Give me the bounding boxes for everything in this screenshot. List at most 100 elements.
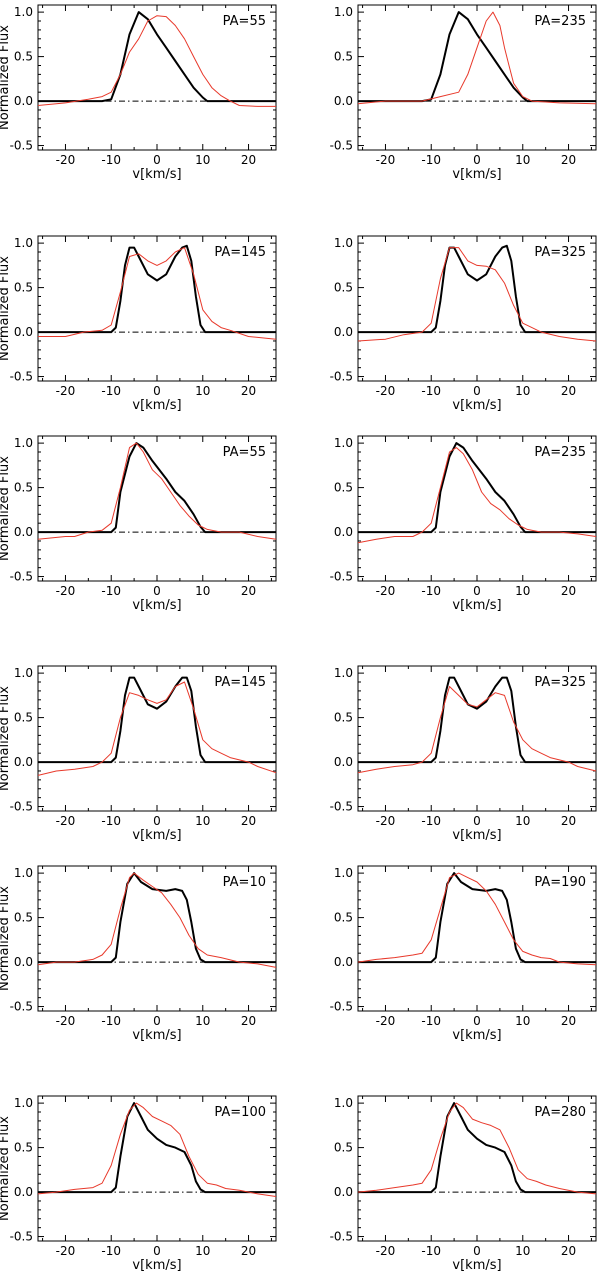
panel-9-xtick-label: -10 bbox=[101, 1014, 121, 1028]
panel-8-model-line bbox=[358, 676, 596, 764]
panel-7-pa-label: PA=145 bbox=[214, 675, 266, 690]
panel-4-xtick-label: 10 bbox=[515, 384, 530, 398]
panel-2-observed-line bbox=[357, 11, 597, 105]
panel-1-model-line bbox=[38, 11, 276, 103]
panel-11-xlabel: v[km/s] bbox=[132, 1258, 181, 1273]
panel-8-xtick-label: -20 bbox=[376, 814, 396, 828]
panel-6-ytick-label: 1.0 bbox=[334, 436, 353, 450]
panel-12-ytick-label: -0.5 bbox=[330, 1230, 353, 1244]
panel-1-pa-label: PA=55 bbox=[223, 14, 266, 29]
panel-1-ylabel: Normalized Flux bbox=[0, 25, 12, 130]
panel-6-xtick-label: 0 bbox=[473, 584, 481, 598]
panel-11-ytick-label: 0.5 bbox=[14, 1141, 33, 1155]
panel-12-model-line bbox=[358, 1102, 596, 1194]
panel-11-pa-label: PA=100 bbox=[214, 1105, 266, 1120]
panel-4-xtick-label: -20 bbox=[376, 384, 396, 398]
panel-2-xlabel: v[km/s] bbox=[452, 167, 501, 182]
panel-8-observed-line bbox=[357, 686, 597, 774]
panel-12-observed-line bbox=[357, 1102, 597, 1195]
panel-2-xtick-label: 20 bbox=[561, 153, 576, 167]
panel-5-pa-label: PA=55 bbox=[223, 445, 266, 460]
panel-5-ytick-label: 1.0 bbox=[14, 436, 33, 450]
panel-1-xlabel: v[km/s] bbox=[132, 167, 181, 182]
panel-10-observed-line bbox=[357, 872, 597, 966]
panel-11-ytick-label: 0.0 bbox=[14, 1185, 33, 1199]
panel-11-xtick-label: -20 bbox=[56, 1244, 76, 1258]
panel-7-observed-line bbox=[37, 681, 277, 776]
panel-8-ytick-label: 1.0 bbox=[334, 666, 353, 680]
panel-2-ytick-label: 0.5 bbox=[334, 50, 353, 64]
panel-11-ylabel: Normalized Flux bbox=[0, 1116, 12, 1221]
panel-11-xtick-label: 10 bbox=[195, 1244, 210, 1258]
panel-4-model-line bbox=[358, 244, 596, 334]
panel-10-xtick-label: 10 bbox=[515, 1014, 530, 1028]
panel-1-ytick-label: 0.0 bbox=[14, 94, 33, 108]
panel-2-ytick-label: 1.0 bbox=[334, 5, 353, 19]
panel-10-ytick-label: 1.0 bbox=[334, 866, 353, 880]
panel-5-model-line bbox=[38, 442, 276, 534]
panel-9-ytick-label: 0.5 bbox=[14, 911, 33, 925]
panel-7-xtick-label: 10 bbox=[195, 814, 210, 828]
panel-8-xtick-label: 0 bbox=[473, 814, 481, 828]
panel-5-observed-line bbox=[37, 442, 277, 540]
panel-6-ytick-label: 0.0 bbox=[334, 525, 353, 539]
panel-10-xlabel: v[km/s] bbox=[452, 1028, 501, 1043]
panel-11-xtick-label: -10 bbox=[101, 1244, 121, 1258]
panel-10-xtick-label: 0 bbox=[473, 1014, 481, 1028]
panel-9-observed-line bbox=[37, 872, 277, 968]
panel-7-xlabel: v[km/s] bbox=[132, 828, 181, 843]
panel-4-ytick-label: 0.5 bbox=[334, 281, 353, 295]
panel-7-xtick-label: -10 bbox=[101, 814, 121, 828]
panel-4-ytick-label: 0.0 bbox=[334, 325, 353, 339]
panel-4-ytick-label: 1.0 bbox=[334, 236, 353, 250]
panel-8-ytick-label: -0.5 bbox=[330, 800, 353, 814]
panel-11-xtick-label: 20 bbox=[241, 1244, 256, 1258]
panel-3-model-line bbox=[38, 244, 276, 334]
panel-9-pa-label: PA=10 bbox=[223, 875, 266, 890]
panel-11-observed-line bbox=[37, 1102, 277, 1197]
panel-12-ytick-label: 1.0 bbox=[334, 1096, 353, 1110]
panel-6-xtick-label: 20 bbox=[561, 584, 576, 598]
panel-3-xlabel: v[km/s] bbox=[132, 398, 181, 413]
panel-4-xtick-label: -10 bbox=[421, 384, 441, 398]
panel-10-pa-label: PA=190 bbox=[534, 875, 586, 890]
panel-7-ytick-label: 1.0 bbox=[14, 666, 33, 680]
panel-6-ytick-label: -0.5 bbox=[330, 570, 353, 584]
panel-6-model-line bbox=[358, 442, 596, 534]
panel-1-observed-line bbox=[37, 15, 276, 107]
panel-8-xtick-label: 10 bbox=[515, 814, 530, 828]
panel-12-ytick-label: 0.0 bbox=[334, 1185, 353, 1199]
panel-1-xtick-label: 10 bbox=[195, 153, 210, 167]
panel-2-ytick-label: 0.0 bbox=[334, 94, 353, 108]
panel-12-ytick-label: 0.5 bbox=[334, 1141, 353, 1155]
panel-4-xtick-label: 20 bbox=[561, 384, 576, 398]
panel-2-model-line bbox=[358, 11, 596, 103]
panel-9-xtick-label: -20 bbox=[56, 1014, 76, 1028]
panel-4-xtick-label: 0 bbox=[473, 384, 481, 398]
panel-3-ytick-label: -0.5 bbox=[10, 370, 33, 384]
panel-3-xtick-label: 20 bbox=[241, 384, 256, 398]
panel-1-xtick-label: -10 bbox=[101, 153, 121, 167]
panel-3-xtick-label: 0 bbox=[153, 384, 161, 398]
panel-9-ytick-label: -0.5 bbox=[10, 1000, 33, 1014]
panel-9-ylabel: Normalized Flux bbox=[0, 886, 12, 991]
panel-10-ytick-label: 0.0 bbox=[334, 955, 353, 969]
panel-3-ytick-label: 1.0 bbox=[14, 236, 33, 250]
panel-8-ytick-label: 0.5 bbox=[334, 711, 353, 725]
panel-3-observed-line bbox=[38, 247, 277, 340]
panel-5-xtick-label: 20 bbox=[241, 584, 256, 598]
panel-10-xtick-label: -10 bbox=[421, 1014, 441, 1028]
panel-10-xtick-label: 20 bbox=[561, 1014, 576, 1028]
panel-5-ytick-label: 0.5 bbox=[14, 481, 33, 495]
panel-5-xlabel: v[km/s] bbox=[132, 598, 181, 613]
panel-7-ytick-label: -0.5 bbox=[10, 800, 33, 814]
panel-12-xtick-label: 20 bbox=[561, 1244, 576, 1258]
panel-11-ytick-label: 1.0 bbox=[14, 1096, 33, 1110]
panel-7-xtick-label: 0 bbox=[153, 814, 161, 828]
panel-6-xlabel: v[km/s] bbox=[452, 598, 501, 613]
panel-7-model-line bbox=[38, 676, 276, 764]
panel-12-xtick-label: -10 bbox=[421, 1244, 441, 1258]
panel-3-xtick-label: -10 bbox=[101, 384, 121, 398]
panel-10-ytick-label: 0.5 bbox=[334, 911, 353, 925]
